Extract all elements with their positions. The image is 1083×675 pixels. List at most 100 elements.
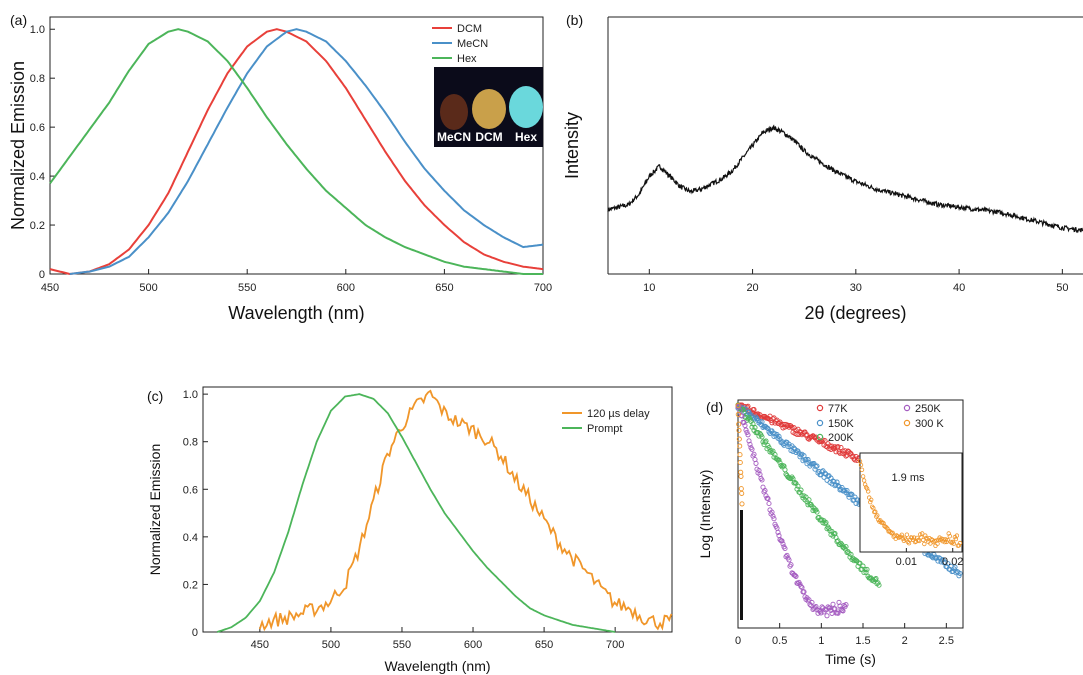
panel-d-point [766,500,772,507]
panel-d-point [741,409,747,415]
panel-d-xtick-label: 2 [902,635,908,647]
panel-a-ytick-label: 0.6 [30,122,45,134]
panel-d-xtick-label: 0.5 [772,635,787,647]
panel-a-ytick-label: 0.8 [30,73,45,85]
panel-c-ytick-label: 0.2 [183,579,198,591]
panel-d-point [745,432,751,438]
panel-d-point [736,421,742,427]
panel-d-inset-point [860,474,866,479]
panel-d-point [864,566,870,572]
panel-d-point [808,602,814,609]
panel-d-point [872,576,878,582]
panel-d-point [813,464,819,470]
panel-a-series-Hex [49,28,543,275]
panel-d-inset-point [873,509,878,514]
panel-d-legend-marker [903,419,911,427]
panel-d-point [782,545,788,552]
panel-d-inset-point [945,537,950,543]
panel-a-ytick-label: 0 [39,269,45,281]
panel-d-point [779,538,785,544]
panel-d-inset-point [922,541,927,547]
panel-c-xtick-label: 600 [464,639,482,651]
panel-d-point [835,444,841,450]
panel-c-xtick-label: 500 [322,639,340,651]
panel-d-point [744,429,750,435]
panel-d-point [794,431,800,438]
panel-d-inset-point [914,535,920,541]
panel-d-point [776,433,782,439]
panel-d-point [835,483,841,489]
panel-d-point [737,459,743,466]
panel-d-series-300 K [735,402,745,507]
panel-d-point [752,425,758,431]
panel-d-point [814,463,820,469]
panel-c-xlabel: Wavelength (nm) [384,658,490,674]
panel-d-point [739,490,745,496]
panel-d-point [809,599,815,606]
panel-d-point [753,460,759,466]
panel-d-point [736,427,742,433]
panel-d-point [945,561,951,567]
panel-c-ytick-label: 1.0 [183,389,198,401]
panel-b-xtick-label: 40 [953,282,965,294]
panel-d-point [840,608,846,614]
panel-d-inset-point [904,532,910,537]
panel-d-inset-point [951,541,956,546]
panel-d-xtick-label: 1.5 [855,635,870,647]
panel-a-xtick-label: 650 [435,282,453,294]
panel-d-point [777,460,783,466]
panel-d-xlabel: Time (s) [825,651,876,667]
panel-d-point [818,610,824,616]
panel-a-legend-label: DCM [457,23,482,35]
panel-a-xtick-label: 700 [534,282,552,294]
panel-d-marker [740,510,743,620]
panel-c-ylabel: Normalized Emission [147,444,163,575]
panel-c-ytick-label: 0.6 [183,484,198,496]
panel-d-inset-point [875,513,880,518]
panel-d-ylabel: Log (Intensity) [697,470,713,559]
panel-d-point [762,488,768,494]
panel-d-point [778,462,784,469]
panel-d-point [861,570,867,576]
panel-d-inset-point [899,532,904,537]
panel-a-xlabel: Wavelength (nm) [228,303,364,323]
panel-d-point [738,473,744,479]
panel-b-series [607,124,1083,234]
panel-d-point [803,494,809,500]
panel-d-label: (d) [706,399,723,415]
panel-d-inset-point [869,497,874,502]
panel-a-xtick-label: 600 [337,282,355,294]
panel-d-inset-point [956,543,962,548]
panel-c-xtick-label: 650 [535,639,553,651]
panel-d-point [741,420,747,426]
panel-d-inset-point [874,514,879,519]
panel-d-point [819,469,825,475]
panel-d-inset-point [858,462,864,468]
panel-d-series-250K [735,403,849,619]
panel-d-point [771,516,777,522]
panel-d-point [770,513,776,519]
panel-a-ytick-label: 0.4 [30,171,45,183]
panel-d-legend-marker [816,419,824,427]
panel-b-xtick-label: 50 [1056,282,1068,294]
panel-d-point [759,419,765,425]
panel-d-point [742,422,748,429]
panel-d-point [738,486,744,492]
panel-d-inset-point [871,505,876,511]
panel-d-point [735,411,741,417]
panel-d-xtick-label: 0 [735,635,741,647]
panel-d-point [798,452,804,458]
panel-b-xtick-label: 30 [850,282,862,294]
panel-d-point [873,575,879,582]
panel-d-point [936,555,942,561]
panel-d-inset-series [857,459,963,548]
panel-d-point [843,453,849,459]
panel-d-point [857,560,863,566]
panel-b-xlabel: 2θ (degrees) [804,303,906,323]
panel-d-inset-point [923,533,928,538]
panel-d-point [843,602,849,608]
panel-d-point [751,451,757,457]
panel-d-point [737,443,743,449]
panel-d-point [791,445,797,451]
